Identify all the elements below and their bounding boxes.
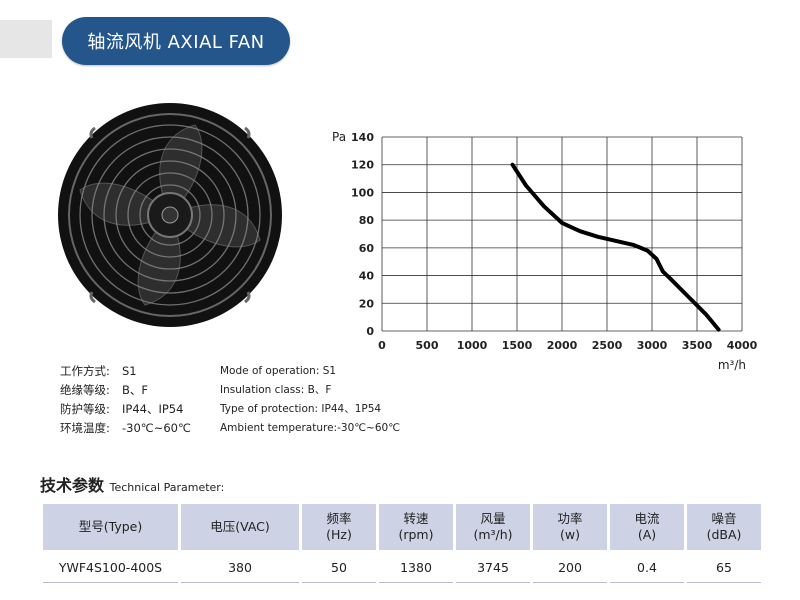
column-header: 噪音 (dBA) — [687, 504, 761, 550]
y-tick-label: 100 — [351, 186, 374, 199]
y-tick-label: 80 — [359, 214, 375, 227]
y-tick-label: 140 — [351, 131, 374, 144]
table-cell: 380 — [181, 552, 299, 583]
spec-label: 工作方式: — [60, 364, 110, 378]
table-cell: 50 — [302, 552, 376, 583]
x-tick-label: 1500 — [502, 339, 533, 352]
spec-row-zh: 环境温度: -30℃~60℃ — [60, 419, 191, 438]
spec-row-en: Ambient temperature:-30℃~60℃ — [220, 422, 400, 434]
spec-row-zh: 绝缘等级: B、F — [60, 381, 191, 400]
spec-label: 绝缘等级: — [60, 383, 110, 397]
y-tick-label: 120 — [351, 159, 374, 172]
spec-row-en: Type of protection: IP44、1P54 — [220, 403, 382, 415]
fan-hub-center — [161, 206, 179, 224]
column-header: 频率 (Hz) — [302, 504, 376, 550]
y-tick-label: 0 — [366, 325, 374, 338]
parameter-table: 型号(Type) 电压(VAC) 频率 (Hz) 转速 (rpm) 风量 (m³/h)… — [40, 502, 764, 585]
section-title: 技术参数 Technical Parameter: — [40, 472, 224, 496]
page-title: 轴流风机 AXIAL FAN — [62, 17, 290, 65]
x-tick-label: 2000 — [547, 339, 578, 352]
spec-row-zh: 防护等级: IP44、IP54 — [60, 400, 191, 419]
column-header: 转速 (rpm) — [379, 504, 453, 550]
table-header-row: 型号(Type) 电压(VAC) 频率 (Hz) 转速 (rpm) 风量 (m³/h)… — [43, 504, 761, 550]
x-tick-label: 0 — [378, 339, 386, 352]
spec-value: IP44、IP54 — [122, 402, 184, 416]
fan-grille-ring — [68, 113, 272, 317]
section-title-zh: 技术参数 — [40, 476, 105, 495]
specs-zh: 工作方式: S1 绝缘等级: B、F 防护等级: IP44、IP54 环境温度: -30… — [60, 362, 191, 438]
spec-value: B、F — [122, 383, 149, 397]
column-header: 电压(VAC) — [181, 504, 299, 550]
table-cell: YWF4S100-400S — [43, 552, 178, 583]
title-left-tab — [0, 20, 52, 58]
x-tick-label: 3500 — [682, 339, 713, 352]
series-line — [510, 162, 721, 332]
table-cell: 3745 — [456, 552, 530, 583]
column-header: 风量 (m³/h) — [456, 504, 530, 550]
x-tick-label: 3000 — [637, 339, 668, 352]
table-cell: 200 — [533, 552, 607, 583]
fan-grille-rings — [79, 124, 261, 306]
y-tick-label: 20 — [359, 297, 375, 310]
spec-row-en: Mode of operation: S1 — [220, 365, 337, 377]
spec-value: S1 — [122, 364, 137, 378]
fan-image — [58, 103, 282, 327]
table-cell: 0.4 — [610, 552, 684, 583]
spec-value: -30℃~60℃ — [122, 421, 191, 435]
x-tick-label: 500 — [416, 339, 439, 352]
spec-label: 防护等级: — [60, 402, 110, 416]
performance-chart: 0 500 1000 1500 2000 2500 3000 3500 4000 0 20 40 60 8… — [332, 130, 758, 372]
y-tick-label: 40 — [359, 270, 375, 283]
x-axis-label: m³/h — [718, 358, 746, 372]
page-title-text: 轴流风机 AXIAL FAN — [87, 32, 265, 53]
x-tick-label: 4000 — [727, 339, 758, 352]
column-header: 型号(Type) — [43, 504, 178, 550]
table-cell: 65 — [687, 552, 761, 583]
y-axis-label: Pa — [332, 130, 346, 144]
column-header: 电流 (A) — [610, 504, 684, 550]
spec-row-en: Insulation class: B、F — [220, 384, 332, 396]
table-cell: 1380 — [379, 552, 453, 583]
spec-row-zh: 工作方式: S1 — [60, 362, 191, 381]
specs-en: Mode of operation: S1 Insulation class: … — [220, 362, 400, 438]
column-header: 功率 (w) — [533, 504, 607, 550]
y-tick-label: 60 — [359, 242, 375, 255]
fan-mount-bracket — [89, 126, 251, 304]
x-tick-label: 1000 — [457, 339, 488, 352]
x-tick-label: 2500 — [592, 339, 623, 352]
section-title-en: Technical Parameter: — [109, 481, 225, 494]
table-row: YWF4S100-400S 380 50 1380 3745 200 0.4 6… — [43, 552, 761, 583]
spec-label: 环境温度: — [60, 421, 110, 435]
